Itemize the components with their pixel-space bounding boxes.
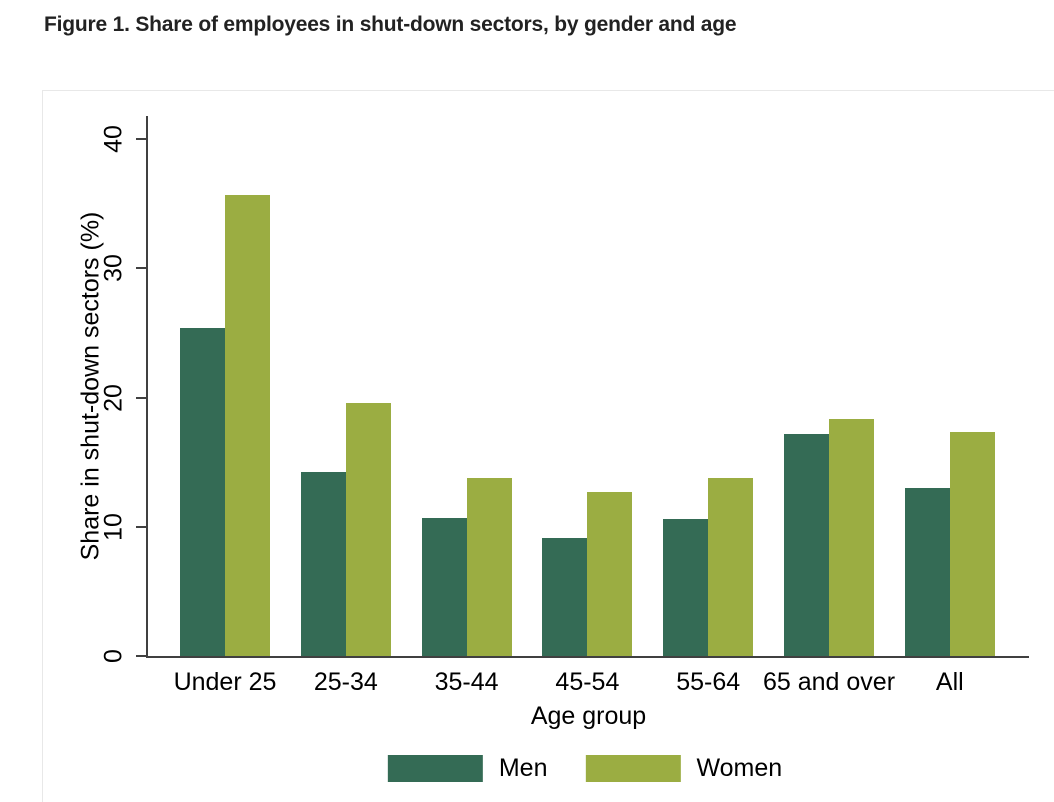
bar-women-55-64: [708, 477, 754, 656]
y-tick-mark-30: [136, 267, 146, 270]
x-axis-title: Age group: [530, 702, 647, 730]
legend-swatch-women: [585, 755, 681, 782]
x-tick-label-55-64: 55-64: [676, 668, 741, 696]
y-tick-label-30: 30: [99, 254, 128, 283]
figure-title: Figure 1. Share of employees in shut-dow…: [44, 13, 737, 36]
legend-item-men: Men: [387, 754, 548, 783]
y-tick-label-20: 20: [99, 383, 128, 412]
bar-men-25-34: [300, 472, 346, 656]
y-tick-label-40: 40: [99, 125, 128, 153]
bar-women-35-44: [466, 477, 512, 656]
y-tick-mark-40: [136, 138, 146, 140]
y-tick-label-10: 10: [99, 512, 128, 541]
x-tick-label-all: All: [935, 668, 964, 696]
legend: Men Women: [387, 754, 782, 783]
bar-men-55-64: [663, 519, 709, 656]
y-tick-mark-0: [136, 655, 146, 657]
x-tick-label-under-25: Under 25: [173, 668, 277, 696]
bar-men-under-25: [180, 327, 225, 656]
x-tick-label-65-and-over: 65 and over: [762, 668, 896, 696]
legend-swatch-men: [387, 755, 483, 782]
chart-frame: Share in shut-down sectors (%) Age group…: [42, 90, 1054, 802]
bar-women-65-and-over: [829, 419, 874, 656]
bar-women-45-54: [587, 491, 633, 656]
bar-men-65-and-over: [784, 433, 829, 656]
bar-women-25-34: [345, 402, 391, 656]
bar-men-all: [904, 487, 950, 656]
y-tick-label-0: 0: [99, 649, 128, 663]
legend-label-women: Women: [696, 754, 783, 782]
x-tick-label-35-44: 35-44: [434, 668, 499, 696]
x-tick-label-45-54: 45-54: [555, 668, 620, 696]
y-tick-mark-10: [136, 525, 146, 528]
bar-women-all: [949, 432, 995, 656]
bar-men-35-44: [421, 517, 467, 656]
legend-label-men: Men: [498, 754, 548, 782]
y-tick-mark-20: [136, 396, 146, 399]
bar-men-45-54: [542, 538, 588, 656]
plot-area: Share in shut-down sectors (%) Age group…: [77, 116, 1029, 730]
bar-women-under-25: [225, 194, 270, 656]
legend-item-women: Women: [585, 754, 782, 783]
x-tick-label-25-34: 25-34: [313, 668, 378, 696]
